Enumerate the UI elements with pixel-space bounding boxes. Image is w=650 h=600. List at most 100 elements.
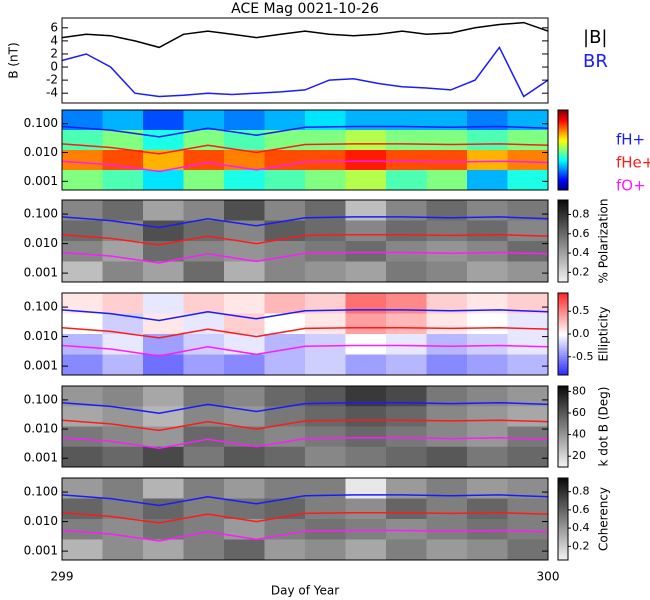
heatmap-cell bbox=[345, 293, 387, 314]
heatmap-cell bbox=[305, 241, 346, 262]
colorbar-cell bbox=[558, 170, 568, 173]
colorbar-cell bbox=[558, 210, 568, 213]
heatmap-cell bbox=[183, 386, 225, 407]
colorbar-cell bbox=[558, 126, 568, 129]
series-line bbox=[61, 437, 549, 449]
heatmap-cell bbox=[467, 354, 508, 376]
heatmap-cell bbox=[426, 354, 468, 376]
heatmap-cell bbox=[467, 478, 508, 499]
colorbar-cell bbox=[558, 519, 568, 522]
heatmap-cell bbox=[305, 386, 346, 407]
colorbar-cell bbox=[558, 462, 568, 466]
colorbar-cell bbox=[558, 297, 568, 300]
series-line bbox=[61, 233, 549, 246]
heatmap-cell bbox=[183, 446, 225, 468]
heatmap-cell bbox=[467, 446, 508, 468]
colorbar-cell bbox=[558, 150, 568, 153]
heatmap-cell bbox=[426, 110, 468, 131]
colorbar-cell bbox=[558, 120, 568, 123]
colorbar-cell bbox=[558, 344, 568, 347]
colorbar-cell bbox=[558, 537, 568, 540]
heatmap-cell bbox=[426, 293, 468, 314]
heatmap-cell bbox=[305, 498, 346, 520]
heatmap-cell bbox=[386, 386, 427, 407]
colorbar-cell bbox=[558, 440, 568, 444]
colorbar-tick-label: 0.8 bbox=[572, 485, 590, 498]
colorbar-cell bbox=[558, 204, 568, 207]
heatmap-cell bbox=[143, 130, 184, 151]
y-tick-label: 0.010 bbox=[24, 145, 58, 159]
legend-entry: |B| bbox=[583, 27, 607, 48]
colorbar-cell bbox=[558, 533, 568, 536]
y-tick-label: -4 bbox=[46, 86, 58, 100]
colorbar-cell bbox=[558, 301, 568, 304]
colorbar-cell bbox=[558, 444, 568, 448]
heatmap-cell bbox=[143, 478, 184, 499]
heatmap-cell bbox=[345, 170, 387, 191]
y-tick-label: 0.010 bbox=[24, 329, 58, 343]
colorbar-cell bbox=[558, 265, 568, 269]
colorbar-label: Coherency bbox=[597, 487, 611, 551]
colorbar-cell bbox=[558, 438, 568, 442]
heatmap-cell bbox=[143, 406, 184, 427]
colorbar-cell bbox=[558, 116, 568, 119]
heatmap-cell bbox=[386, 110, 427, 131]
heatmap-cell bbox=[507, 241, 549, 262]
heatmap-cell bbox=[264, 110, 306, 131]
colorbar-tick-label: 0.4 bbox=[572, 521, 590, 534]
colorbar-cell bbox=[558, 263, 568, 267]
colorbar-cell bbox=[558, 508, 568, 512]
heatmap-cell bbox=[467, 386, 508, 407]
y-tick-label: 0.100 bbox=[24, 300, 58, 314]
heatmap-cell bbox=[345, 519, 387, 540]
heatmap-cell bbox=[62, 406, 103, 427]
heatmap-cell bbox=[62, 498, 103, 520]
series-line bbox=[61, 216, 549, 229]
heatmap-cell bbox=[345, 241, 387, 262]
colorbar-cell bbox=[558, 206, 568, 209]
series-line bbox=[61, 494, 549, 507]
heatmap-cell bbox=[507, 498, 549, 520]
colorbar-cell bbox=[558, 366, 568, 370]
series-line bbox=[61, 125, 549, 138]
heatmap-cell bbox=[143, 170, 184, 191]
heatmap-cell bbox=[264, 261, 306, 283]
legend-entry: fHe+ bbox=[616, 154, 650, 172]
y-tick-label: 0.100 bbox=[24, 207, 58, 221]
heatmap-cell bbox=[426, 334, 468, 355]
heatmap-cell bbox=[305, 519, 346, 540]
colorbar-cell bbox=[558, 238, 568, 242]
heatmap-cell bbox=[386, 241, 427, 262]
heatmap-cell bbox=[305, 170, 346, 191]
colorbar-cell bbox=[558, 184, 568, 187]
colorbar-tick-label: 0.2 bbox=[572, 539, 590, 552]
heatmap-cell bbox=[305, 293, 346, 314]
heatmap-cell bbox=[426, 498, 468, 520]
colorbar-cell bbox=[558, 512, 568, 516]
colorbar-cell bbox=[558, 422, 568, 425]
colorbar-cell bbox=[558, 224, 568, 228]
colorbar-cell bbox=[558, 446, 568, 450]
series-line bbox=[61, 419, 549, 432]
colorbar-cell bbox=[558, 218, 568, 221]
heatmap-cell bbox=[507, 406, 549, 427]
plot-frame bbox=[61, 199, 549, 283]
colorbar-cell bbox=[558, 136, 568, 139]
colorbar-cell bbox=[558, 545, 568, 549]
heatmap-cell bbox=[224, 478, 265, 499]
colorbar-cell bbox=[558, 460, 568, 464]
colorbar-cell bbox=[558, 273, 568, 277]
colorbar-cell bbox=[558, 259, 568, 262]
heatmap-cell bbox=[507, 354, 549, 376]
colorbar-tick-label: 0.0 bbox=[572, 327, 590, 340]
colorbar-cell bbox=[558, 521, 568, 524]
colorbar-cell bbox=[558, 416, 568, 419]
colorbar-cell bbox=[558, 386, 568, 389]
colorbar-cell bbox=[558, 539, 568, 543]
heatmap-cell bbox=[507, 386, 549, 407]
y-tick-label: 4 bbox=[50, 33, 58, 47]
heatmap-cell bbox=[426, 220, 468, 242]
heatmap-cell bbox=[386, 519, 427, 540]
colorbar-cell bbox=[558, 364, 568, 368]
heatmap-cell bbox=[183, 478, 225, 499]
